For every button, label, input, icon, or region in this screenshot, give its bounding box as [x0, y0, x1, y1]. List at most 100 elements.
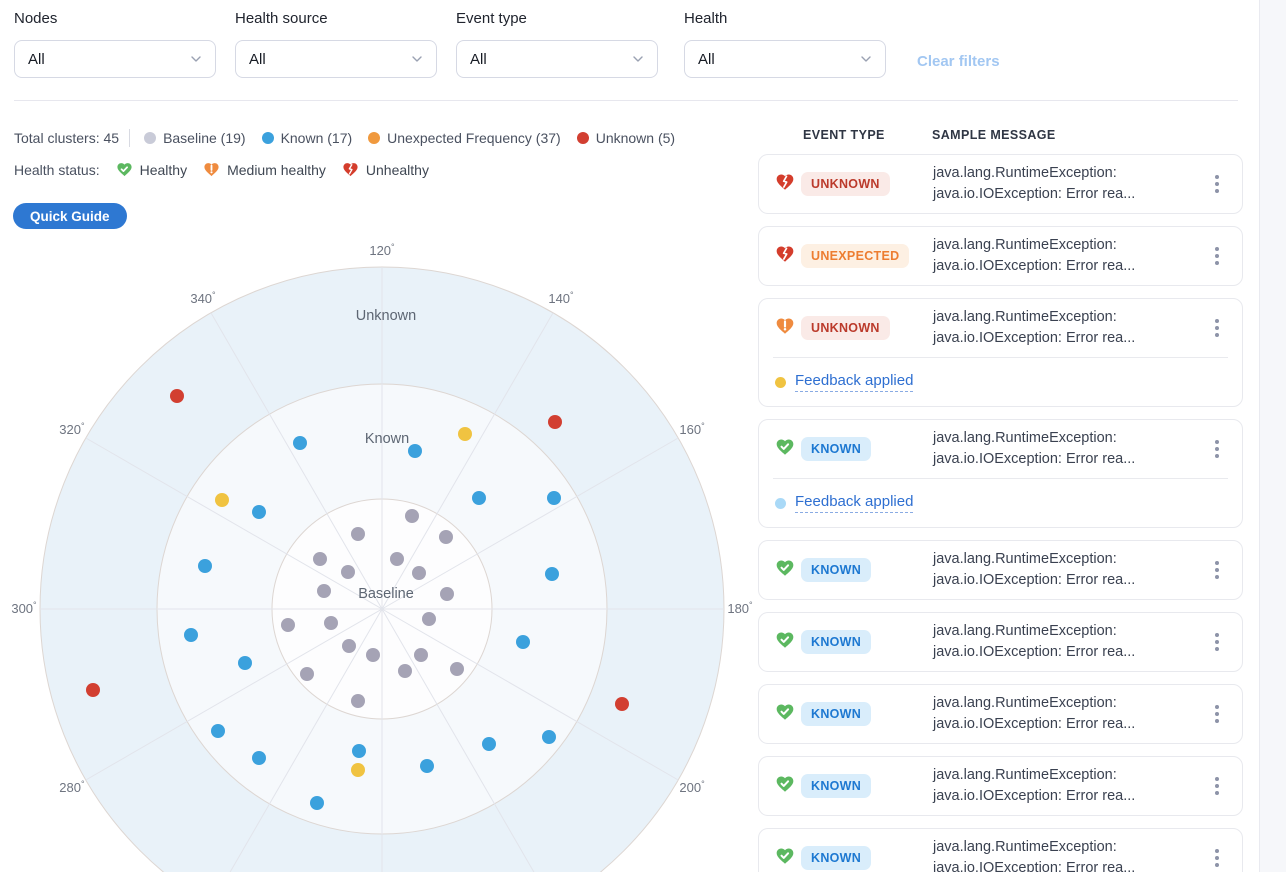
kebab-menu-icon[interactable] [1208, 775, 1226, 797]
legend-label: Unexpected Frequency (37) [387, 130, 561, 146]
cluster-point[interactable] [412, 566, 426, 580]
cluster-point[interactable] [458, 427, 472, 441]
table-row[interactable]: KNOWN java.lang.RuntimeException: java.io… [758, 419, 1243, 528]
table-row[interactable]: KNOWN java.lang.RuntimeException: java.io… [758, 540, 1243, 600]
filter-nodes: Nodes All [14, 10, 216, 78]
chevron-down-icon [191, 56, 201, 62]
table-row[interactable]: KNOWN java.lang.RuntimeException: java.io… [758, 756, 1243, 816]
cluster-point[interactable] [293, 436, 307, 450]
kebab-menu-icon[interactable] [1208, 317, 1226, 339]
cluster-point[interactable] [310, 796, 324, 810]
legend-item: Unexpected Frequency (37) [368, 130, 561, 146]
health-status-legend: Health status: Healthy Medium healthy Unhe… [14, 161, 429, 178]
cluster-point[interactable] [472, 491, 486, 505]
kebab-menu-icon[interactable] [1208, 631, 1226, 653]
cluster-polar-chart[interactable]: 120° 140° 160° 180° 200° 280° 300° 320° 340° Unkn… [0, 240, 772, 872]
health-heart-icon [775, 316, 801, 341]
cluster-point[interactable] [313, 552, 327, 566]
kebab-menu-icon[interactable] [1208, 438, 1226, 460]
sample-message: java.lang.RuntimeException: java.io.IOExc… [933, 430, 1136, 467]
unhealthy-heart-icon [776, 174, 794, 190]
cluster-point[interactable] [342, 639, 356, 653]
events-panel: EVENT TYPE SAMPLE MESSAGE UNKNOWN java.l… [758, 128, 1243, 872]
cluster-point[interactable] [238, 656, 252, 670]
health-source-select[interactable]: All [235, 40, 437, 78]
quick-guide-button[interactable]: Quick Guide [13, 203, 127, 229]
cluster-point[interactable] [422, 612, 436, 626]
scrollbar-gutter[interactable] [1259, 0, 1286, 872]
cluster-point[interactable] [390, 552, 404, 566]
table-row[interactable]: KNOWN java.lang.RuntimeException: java.io… [758, 612, 1243, 672]
cluster-point[interactable] [420, 759, 434, 773]
spoke-line [381, 608, 535, 872]
healthy-heart-icon [776, 439, 794, 455]
medium-heart-icon [776, 318, 794, 334]
event-type-badge: KNOWN [801, 437, 872, 461]
cluster-point[interactable] [317, 584, 331, 598]
cluster-point[interactable] [545, 567, 559, 581]
kebab-menu-icon[interactable] [1208, 703, 1226, 725]
cluster-point[interactable] [439, 530, 453, 544]
cluster-point[interactable] [405, 509, 419, 523]
cluster-point[interactable] [300, 667, 314, 681]
clear-filters-button[interactable]: Clear filters [917, 53, 1000, 70]
table-row[interactable]: UNEXPECTED java.lang.RuntimeException: ja… [758, 226, 1243, 286]
event-type-badge: KNOWN [801, 774, 872, 798]
divider [14, 100, 1238, 101]
cluster-point[interactable] [252, 505, 266, 519]
cluster-point[interactable] [516, 635, 530, 649]
cluster-point[interactable] [547, 491, 561, 505]
cluster-point[interactable] [215, 493, 229, 507]
cluster-point[interactable] [324, 616, 338, 630]
cluster-point[interactable] [408, 444, 422, 458]
nodes-select[interactable]: All [14, 40, 216, 78]
cluster-point[interactable] [351, 694, 365, 708]
kebab-menu-icon[interactable] [1208, 559, 1226, 581]
cluster-point[interactable] [548, 415, 562, 429]
kebab-menu-icon[interactable] [1208, 847, 1226, 869]
spoke-line [381, 608, 679, 781]
cluster-point[interactable] [366, 648, 380, 662]
cluster-point[interactable] [184, 628, 198, 642]
chevron-down-icon [633, 56, 643, 62]
table-row[interactable]: KNOWN java.lang.RuntimeException: java.io… [758, 828, 1243, 872]
legend-item: Known (17) [261, 130, 352, 146]
cluster-point[interactable] [198, 559, 212, 573]
sample-message: java.lang.RuntimeException: java.io.IOExc… [933, 309, 1136, 346]
legend-dot-icon [261, 132, 274, 144]
sample-message: java.lang.RuntimeException: java.io.IOExc… [933, 839, 1136, 872]
kebab-menu-icon[interactable] [1208, 173, 1226, 195]
cluster-point[interactable] [542, 730, 556, 744]
legend-item: Unknown (5) [576, 130, 675, 146]
cluster-point[interactable] [450, 662, 464, 676]
feedback-applied-link[interactable]: Feedback applied [795, 372, 914, 392]
filter-health-source: Health source All [235, 10, 437, 78]
cluster-point[interactable] [482, 737, 496, 751]
feedback-applied-link[interactable]: Feedback applied [795, 493, 914, 513]
column-sample-message: SAMPLE MESSAGE [932, 128, 1056, 142]
table-row[interactable]: UNKNOWN java.lang.RuntimeException: java.… [758, 298, 1243, 407]
cluster-point[interactable] [252, 751, 266, 765]
cluster-point[interactable] [341, 565, 355, 579]
kebab-menu-icon[interactable] [1208, 245, 1226, 267]
sample-message: java.lang.RuntimeException: java.io.IOExc… [933, 767, 1136, 804]
health-heart-icon [775, 630, 801, 655]
cluster-point[interactable] [211, 724, 225, 738]
cluster-point[interactable] [351, 527, 365, 541]
cluster-point[interactable] [281, 618, 295, 632]
cluster-point[interactable] [351, 763, 365, 777]
cluster-point[interactable] [170, 389, 184, 403]
event-type-select[interactable]: All [456, 40, 658, 78]
cluster-point[interactable] [414, 648, 428, 662]
cluster-point[interactable] [615, 697, 629, 711]
table-row[interactable]: UNKNOWN java.lang.RuntimeException: java.… [758, 154, 1243, 214]
cluster-point[interactable] [398, 664, 412, 678]
cluster-point[interactable] [86, 683, 100, 697]
table-row[interactable]: KNOWN java.lang.RuntimeException: java.io… [758, 684, 1243, 744]
cluster-point[interactable] [440, 587, 454, 601]
health-select[interactable]: All [684, 40, 886, 78]
angle-tick-label: 280° [59, 779, 85, 795]
cluster-point[interactable] [352, 744, 366, 758]
health-legend-item: Unhealthy [342, 161, 429, 178]
legend-label: Baseline (19) [163, 130, 246, 146]
